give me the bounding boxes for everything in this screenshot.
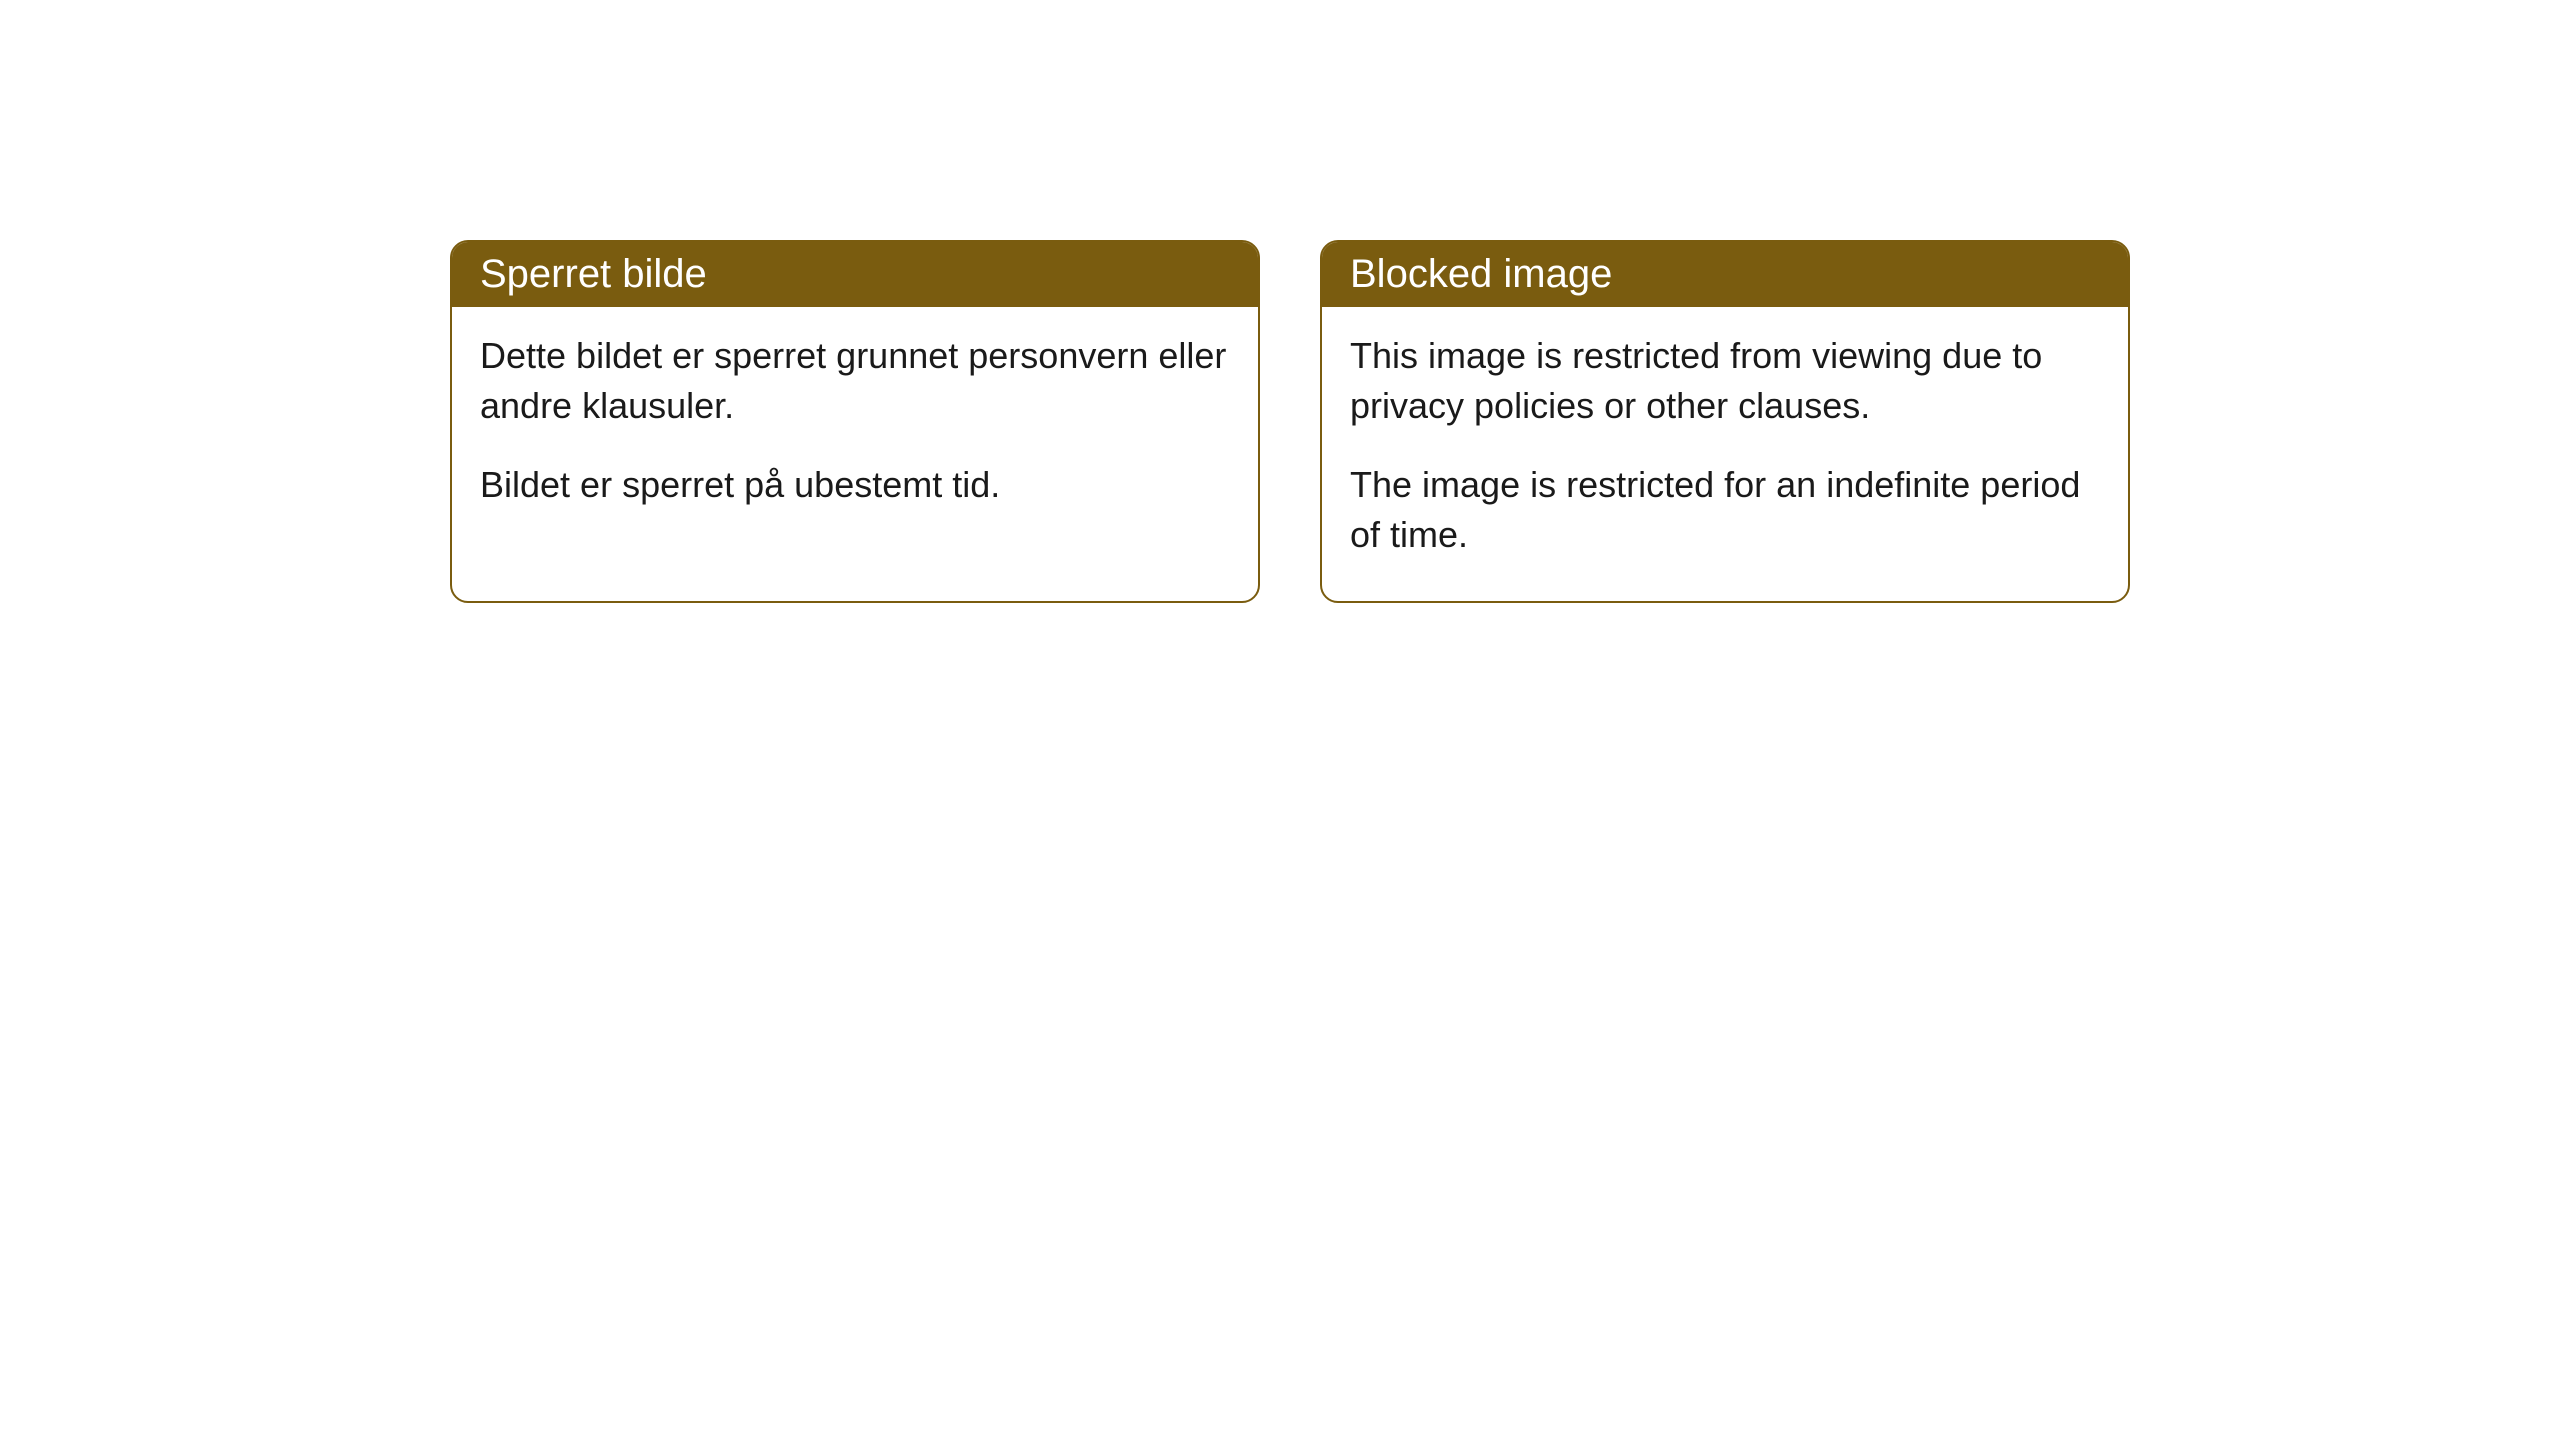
card-header: Blocked image (1322, 242, 2128, 307)
card-header: Sperret bilde (452, 242, 1258, 307)
card-paragraph: The image is restricted for an indefinit… (1350, 460, 2100, 561)
notice-cards-container: Sperret bilde Dette bildet er sperret gr… (450, 240, 2130, 603)
card-paragraph: Bildet er sperret på ubestemt tid. (480, 460, 1230, 510)
card-title: Sperret bilde (480, 252, 707, 296)
card-body: Dette bildet er sperret grunnet personve… (452, 307, 1258, 550)
card-paragraph: Dette bildet er sperret grunnet personve… (480, 331, 1230, 432)
notice-card-norwegian: Sperret bilde Dette bildet er sperret gr… (450, 240, 1260, 603)
card-body: This image is restricted from viewing du… (1322, 307, 2128, 601)
notice-card-english: Blocked image This image is restricted f… (1320, 240, 2130, 603)
card-paragraph: This image is restricted from viewing du… (1350, 331, 2100, 432)
card-title: Blocked image (1350, 252, 1612, 296)
